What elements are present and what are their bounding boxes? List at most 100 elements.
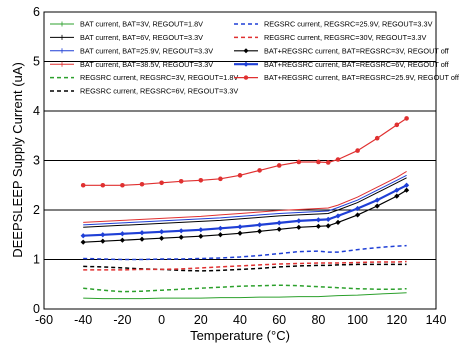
series-7 <box>83 260 407 271</box>
data-point <box>159 235 165 241</box>
data-point <box>316 159 321 165</box>
data-point <box>139 230 145 236</box>
legend-entry: BAT current, BAT=25.9V, REGOUT=3.3V <box>50 46 213 55</box>
data-point <box>325 216 331 223</box>
series-lines <box>80 116 410 300</box>
data-point <box>80 239 86 245</box>
x-tick-label: 40 <box>233 313 247 327</box>
y-tick-label: 4 <box>33 104 40 118</box>
legend-label: BAT current, BAT=6V, REGOUT=3.3V <box>80 33 203 42</box>
series-10 <box>80 116 409 188</box>
legend-marker <box>243 48 249 54</box>
series-line <box>83 292 407 300</box>
x-tick-label: 100 <box>347 313 368 327</box>
data-point <box>100 232 106 238</box>
legend-entry: REGSRC current, REGSRC=6V, REGOUT=3.3V <box>50 87 238 96</box>
x-tick-label: -40 <box>74 313 92 327</box>
legend-label: BAT+REGSRC current, BAT=REGSRC=3V, REGOU… <box>264 46 450 55</box>
legend-label: REGSRC current, REGSRC=6V, REGOUT=3.3V <box>80 87 238 96</box>
data-point <box>237 224 243 230</box>
data-point <box>100 238 106 244</box>
data-point <box>198 233 204 239</box>
legend-label: BAT+REGSRC current, BAT=REGSRC=25.9V, RE… <box>264 73 460 82</box>
gridlines <box>44 61 436 260</box>
data-point <box>178 234 184 240</box>
legend: BAT current, BAT=3V, REGOUT=1.8V BAT curr… <box>50 20 460 96</box>
data-point <box>315 217 321 223</box>
legend-label: REGSRC current, REGSRC=25.9V, REGOUT=3.3… <box>264 20 433 29</box>
x-tick-label: 20 <box>194 313 208 327</box>
y-axis-ticks: 0 1 2 3 4 5 6 <box>33 5 40 316</box>
data-point <box>119 237 125 243</box>
legend-entry: BAT current, BAT=38.5V, REGOUT=3.3V <box>50 60 213 69</box>
data-point <box>276 220 282 226</box>
series-line <box>83 244 407 261</box>
data-point <box>80 233 86 239</box>
data-point <box>335 157 341 162</box>
x-axis-title: Temperature (°C) <box>190 328 290 343</box>
data-point <box>217 232 223 238</box>
data-point <box>394 187 400 193</box>
data-point <box>296 224 302 230</box>
series-1 <box>83 177 407 228</box>
data-point <box>355 148 360 153</box>
data-point <box>178 178 184 184</box>
series-8 <box>80 187 410 245</box>
data-point <box>257 168 262 173</box>
data-point <box>119 231 125 237</box>
data-point <box>237 173 243 178</box>
y-tick-label: 2 <box>33 203 40 217</box>
legend-label: BAT current, BAT=3V, REGOUT=1.8V <box>80 20 203 29</box>
data-point <box>296 218 302 224</box>
data-point <box>335 219 341 225</box>
series-line <box>83 177 407 228</box>
data-point <box>404 116 409 121</box>
data-point <box>325 223 331 229</box>
legend-entry: BAT+REGSRC current, BAT=REGSRC=25.9V, RE… <box>234 73 460 82</box>
legend-entry: BAT current, BAT=6V, REGOUT=3.3V <box>50 33 203 42</box>
x-tick-label: 0 <box>158 313 165 327</box>
data-point <box>139 236 145 242</box>
legend-label: REGSRC current, REGSRC=3V, REGOUT=1.8V <box>80 73 238 82</box>
plot-frame <box>43 11 437 310</box>
legend-entry: REGSRC current, REGSRC=3V, REGOUT=1.8V <box>50 73 238 82</box>
x-tick-label: -20 <box>113 313 131 327</box>
y-tick-label: 5 <box>33 55 40 69</box>
data-point <box>139 181 145 187</box>
data-point <box>159 229 165 235</box>
legend-label: BAT current, BAT=25.9V, REGOUT=3.3V <box>80 46 213 55</box>
y-tick-label: 0 <box>33 302 40 316</box>
legend-label: REGSRC current, REGSRC=30V, REGOUT=3.3V <box>264 33 426 42</box>
data-point <box>217 225 223 231</box>
data-point <box>276 163 282 168</box>
data-point <box>198 227 204 233</box>
data-point <box>355 212 361 218</box>
data-point <box>296 159 302 165</box>
data-point <box>218 176 223 182</box>
data-point <box>374 197 380 203</box>
series-line <box>83 284 407 293</box>
legend-label: BAT+REGSRC current, BAT=REGSRC=6V, REGOU… <box>264 60 450 69</box>
legend-label: BAT current, BAT=38.5V, REGOUT=3.3V <box>80 60 213 69</box>
data-point <box>394 122 400 128</box>
data-point <box>355 205 361 212</box>
x-tick-label: 140 <box>426 313 447 327</box>
y-tick-label: 6 <box>33 5 40 19</box>
series-3 <box>83 170 407 223</box>
data-point <box>257 222 263 228</box>
x-tick-label: 80 <box>311 313 325 327</box>
data-point <box>178 228 184 234</box>
data-point <box>374 203 380 209</box>
data-point <box>80 182 86 188</box>
series-2 <box>83 174 407 226</box>
data-point <box>198 178 204 183</box>
legend-entry: REGSRC current, REGSRC=25.9V, REGOUT=3.3… <box>234 20 433 29</box>
data-point <box>325 160 331 165</box>
data-point <box>404 182 410 188</box>
y-axis-title: DEEPSLEEP Supply Current (uA) <box>10 62 25 258</box>
legend-entry: BAT+REGSRC current, BAT=REGSRC=6V, REGOU… <box>234 60 450 69</box>
data-point <box>276 226 282 232</box>
series-4 <box>83 284 407 293</box>
legend-entry: BAT+REGSRC current, BAT=REGSRC=3V, REGOU… <box>234 46 450 55</box>
